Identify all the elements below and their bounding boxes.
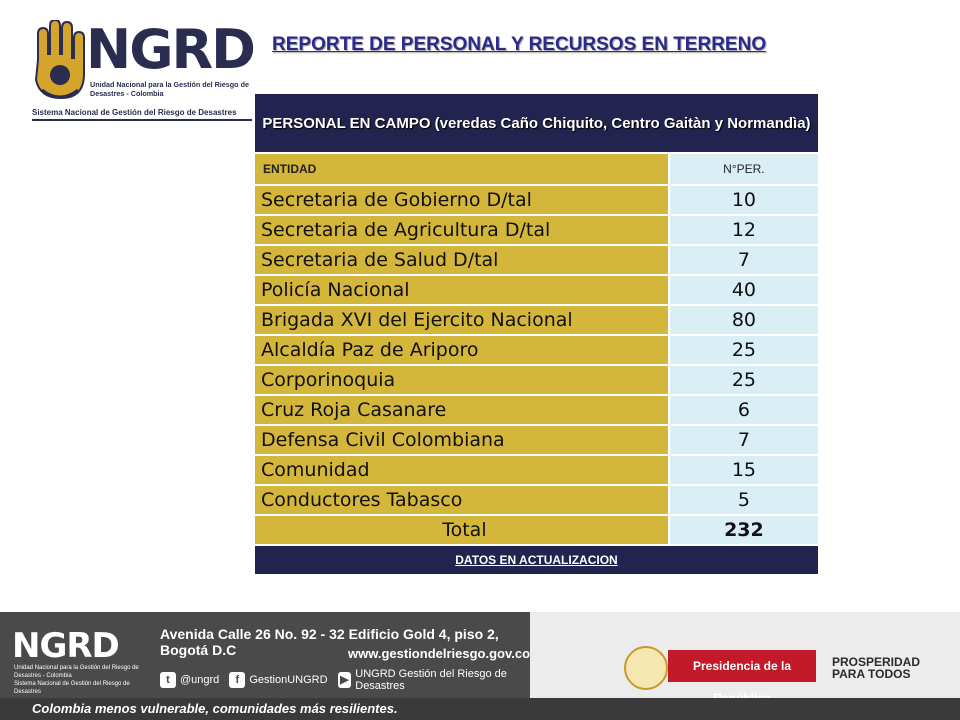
twitter-handle: @ungrd	[180, 674, 220, 686]
column-header-entity: ENTIDAD	[253, 152, 670, 186]
colombia-coat-of-arms-icon	[624, 646, 668, 690]
table-row: Brigada XVI del Ejercito Nacional 80	[253, 304, 821, 336]
table-row: Policía Nacional 40	[253, 274, 821, 306]
social-links: t @ungrd f GestionUNGRD ▶ UNGRD Gestión …	[160, 668, 530, 692]
entity-cell: Secretaria de Gobierno D/tal	[253, 184, 670, 216]
entity-cell: Brigada XVI del Ejercito Nacional	[253, 304, 670, 336]
total-label: Total	[253, 514, 670, 546]
table-footer: DATOS EN ACTUALIZACION	[253, 544, 820, 576]
entity-cell: Cruz Roja Casanare	[253, 394, 670, 426]
entity-cell: Comunidad	[253, 454, 670, 486]
facebook-handle: GestionUNGRD	[249, 674, 328, 686]
count-cell: 25	[667, 364, 821, 396]
footer-logo-subtitle: Unidad Nacional para la Gestión del Ries…	[14, 664, 144, 696]
entity-cell: Defensa Civil Colombiana	[253, 424, 670, 456]
twitter-link[interactable]: t @ungrd	[160, 672, 219, 688]
count-cell: 40	[667, 274, 821, 306]
youtube-handle: UNGRD Gestión del Riesgo de Desastres	[355, 668, 507, 692]
entity-cell: Policía Nacional	[253, 274, 670, 306]
table-row: Comunidad 15	[253, 454, 821, 486]
total-row: Total 232	[253, 514, 821, 546]
entity-cell: Alcaldía Paz de Ariporo	[253, 334, 670, 366]
youtube-link[interactable]: ▶ UNGRD Gestión del Riesgo de Desastres	[337, 668, 530, 692]
footer-address: Avenida Calle 26 No. 92 - 32 Edificio Go…	[160, 626, 499, 658]
entity-cell: Corporinoquia	[253, 364, 670, 396]
footer-logo: NGRD	[12, 626, 120, 666]
table-row: Corporinoquia 25	[253, 364, 821, 396]
footer-logo-system: Sistema Nacional de Gestión del Riesgo d…	[14, 681, 130, 695]
facebook-link[interactable]: f GestionUNGRD	[229, 672, 328, 688]
logo-text: NGRD	[86, 18, 256, 81]
entity-cell: Secretaria de Agricultura D/tal	[253, 214, 670, 246]
footer-contact-panel: NGRD Unidad Nacional para la Gestión del…	[0, 612, 530, 698]
logo-system: Sistema Nacional de Gestión del Riesgo d…	[32, 108, 252, 121]
count-cell: 12	[667, 214, 821, 246]
footer-website[interactable]: www.gestiondelriesgo.gov.co	[348, 646, 531, 661]
count-cell: 7	[667, 424, 821, 456]
table-row: Defensa Civil Colombiana 7	[253, 424, 821, 456]
total-value: 232	[667, 514, 821, 546]
count-cell: 6	[667, 394, 821, 426]
facebook-icon: f	[229, 672, 246, 688]
personnel-table: PERSONAL EN CAMPO (veredas Caño Chiquito…	[253, 92, 821, 576]
youtube-icon: ▶	[337, 672, 352, 688]
table-header: PERSONAL EN CAMPO (veredas Caño Chiquito…	[253, 92, 820, 154]
logo-subtitle: Unidad Nacional para la Gestión del Ries…	[90, 80, 249, 98]
table-row: Secretaria de Agricultura D/tal 12	[253, 214, 821, 246]
count-cell: 25	[667, 334, 821, 366]
table-row: Cruz Roja Casanare 6	[253, 394, 821, 426]
prosperidad-line-2: PARA TODOS	[832, 667, 911, 681]
page-title: REPORTE DE PERSONAL Y RECURSOS EN TERREN…	[272, 34, 767, 55]
count-cell: 10	[667, 184, 821, 216]
footer-logo-entity: Unidad Nacional para la Gestión del Ries…	[14, 665, 139, 679]
ngrd-logo: NGRD Unidad Nacional para la Gestión del…	[28, 18, 256, 121]
hand-logo-icon	[34, 20, 85, 100]
entity-cell: Secretaria de Salud D/tal	[253, 244, 670, 276]
table-row: Secretaria de Gobierno D/tal 10	[253, 184, 821, 216]
count-cell: 5	[667, 484, 821, 516]
prosperidad-logo: PROSPERIDAD PARA TODOS	[832, 656, 920, 680]
twitter-icon: t	[160, 672, 176, 688]
prosperidad-line-1: PROSPERIDAD	[832, 655, 921, 669]
count-cell: 15	[667, 454, 821, 486]
presidencia-badge: Presidencia de la República	[668, 650, 816, 705]
column-header-count: N°PER.	[667, 152, 821, 186]
entity-cell: Conductores Tabasco	[253, 484, 670, 516]
count-cell: 7	[667, 244, 821, 276]
table-row: Secretaria de Salud D/tal 7	[253, 244, 821, 276]
table-row: Alcaldía Paz de Ariporo 25	[253, 334, 821, 366]
count-cell: 80	[667, 304, 821, 336]
slogan: Colombia menos vulnerable, comunidades m…	[0, 698, 960, 720]
footer-banner: NGRD Unidad Nacional para la Gestión del…	[0, 612, 960, 720]
table-row: Conductores Tabasco 5	[253, 484, 821, 516]
